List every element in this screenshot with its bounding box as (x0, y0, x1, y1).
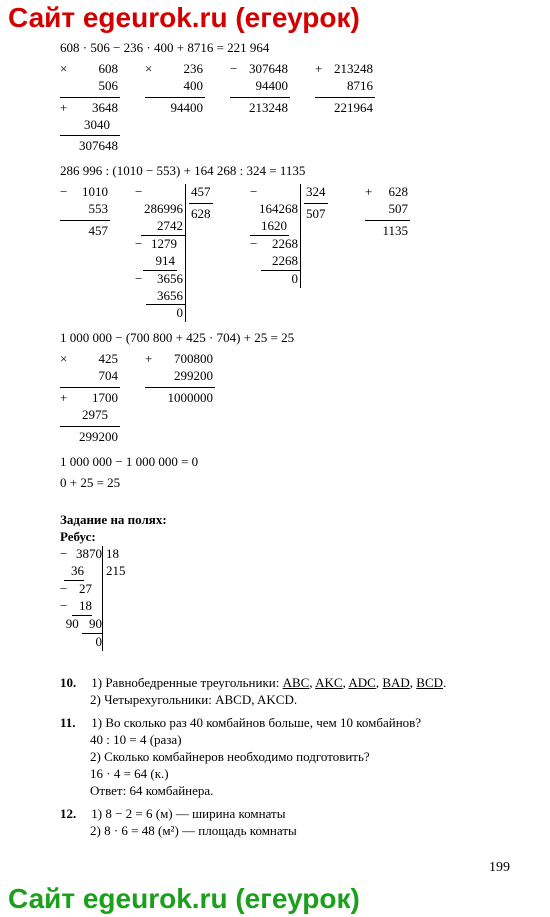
page-content: 608 · 506 − 236 · 400 + 8716 = 221 964 ×… (60, 40, 530, 877)
calc-row-3: ×425 704 +1700 2975 299200 +700800 29920… (60, 351, 530, 445)
watermark-top: Сайт egeurok.ru (егеурок) (8, 2, 360, 34)
expr-1: 608 · 506 − 236 · 400 + 8716 = 221 964 (60, 40, 530, 57)
watermark-text: Сайт egeurok.ru (егеурок) (8, 883, 360, 914)
rebus-title2: Ребус: (60, 529, 530, 546)
calc-row-2: −1010 553 457 −286996 2742 −1279 914 −36… (60, 184, 530, 322)
rebus-calc: −3870 36 −27 18 −90 90 0 18 215 (60, 546, 530, 650)
expr-3c: 0 + 25 = 25 (60, 475, 530, 492)
watermark-text: Сайт egeurok.ru (егеурок) (8, 2, 360, 33)
task-10: 10. 1) Равнобедренные треугольники: ABC,… (90, 675, 530, 709)
expr-3b: 1 000 000 − 1 000 000 = 0 (60, 454, 530, 471)
task-11: 11. 1) Во сколько раз 40 комбайнов больш… (90, 715, 530, 799)
calc-row-1: ×608 506 +3648 3040 307648 ×236 400 9440… (60, 61, 530, 155)
task-12: 12. 1) 8 − 2 = 6 (м) — ширина комнаты 2)… (90, 806, 530, 840)
rebus-title1: Задание на полях: (60, 512, 530, 529)
expr-3: 1 000 000 − (700 800 + 425 · 704) + 25 =… (60, 330, 530, 347)
expr-2: 286 996 : (1010 − 553) + 164 268 : 324 =… (60, 163, 530, 180)
page-number: 199 (489, 859, 510, 877)
watermark-bottom: Сайт egeurok.ru (егеурок) (8, 883, 360, 915)
